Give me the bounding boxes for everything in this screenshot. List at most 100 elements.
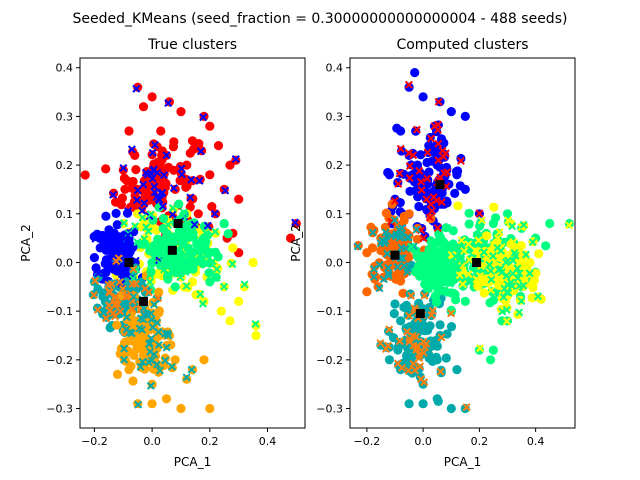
seed-marker <box>420 291 429 300</box>
seed-marker <box>425 213 434 222</box>
seed-marker <box>403 233 412 242</box>
centroid-marker <box>472 258 482 267</box>
seed-marker <box>507 281 516 291</box>
data-point <box>395 198 405 208</box>
seed-marker <box>519 220 528 229</box>
seed-marker <box>173 239 182 248</box>
seed-marker <box>404 366 413 375</box>
data-point <box>433 396 443 406</box>
seed-marker <box>390 216 399 225</box>
seed-marker <box>119 219 129 228</box>
seed-marker <box>120 355 129 364</box>
data-point <box>169 137 179 147</box>
data-point <box>383 168 394 178</box>
seed-marker <box>495 228 504 237</box>
seed-marker <box>212 273 221 282</box>
seed-marker <box>210 209 219 218</box>
data-point <box>414 201 424 212</box>
data-point <box>528 283 538 293</box>
seed-marker <box>493 234 503 243</box>
seed-marker <box>144 358 153 367</box>
seed-marker <box>179 208 188 217</box>
y-tick-label: −0.3 <box>46 403 73 416</box>
seed-marker <box>443 168 452 177</box>
seed-marker <box>144 288 153 297</box>
seed-marker <box>419 337 428 346</box>
seed-marker <box>486 266 495 275</box>
data-point <box>228 243 238 253</box>
seed-marker <box>146 210 155 219</box>
seed-marker <box>397 223 406 233</box>
seed-marker <box>393 359 402 368</box>
seed-marker <box>129 292 138 301</box>
data-point <box>182 374 192 384</box>
data-point <box>138 102 149 112</box>
data-point <box>111 208 121 218</box>
seed-marker <box>149 165 158 174</box>
y-axis-label: PCA_2 <box>289 224 303 261</box>
seed-marker <box>407 242 416 251</box>
data-point <box>482 231 492 241</box>
data-point <box>216 306 226 316</box>
x-axis-label: PCA_1 <box>174 455 211 469</box>
seed-marker <box>251 319 260 329</box>
seed-marker <box>447 309 456 318</box>
seed-marker <box>474 236 483 245</box>
data-point <box>388 333 399 343</box>
seed-marker <box>91 234 100 243</box>
seed-marker <box>139 304 149 313</box>
seed-marker <box>456 156 465 165</box>
seed-marker <box>127 145 136 154</box>
data-point <box>199 355 209 365</box>
data-point <box>416 150 426 160</box>
seed-marker <box>515 308 524 317</box>
seed-marker <box>409 151 418 160</box>
data-point <box>485 298 495 308</box>
seed-marker <box>437 333 446 342</box>
data-point <box>223 229 233 239</box>
seed-marker <box>396 144 405 153</box>
x-tick-label: −0.2 <box>354 435 381 448</box>
centroid-marker <box>435 180 445 190</box>
data-point <box>205 121 215 131</box>
seed-marker <box>112 257 121 266</box>
data-point <box>162 340 172 351</box>
seed-marker <box>404 264 413 273</box>
seed-marker <box>521 250 530 259</box>
seed-marker <box>134 400 143 409</box>
seed-marker <box>138 213 147 222</box>
seed-marker <box>140 310 149 319</box>
seed-marker <box>196 290 205 299</box>
data-point <box>446 322 457 332</box>
x-tick-label: 0.4 <box>527 435 545 448</box>
seed-marker <box>146 381 155 390</box>
data-point <box>101 164 111 174</box>
seed-marker <box>508 269 517 278</box>
seed-marker <box>154 236 163 245</box>
data-point <box>207 202 217 212</box>
y-axis-label: PCA_2 <box>19 224 33 261</box>
data-point <box>98 288 108 298</box>
data-point <box>91 263 101 273</box>
seed-marker <box>212 265 221 274</box>
seed-marker <box>460 247 469 256</box>
seed-marker <box>116 307 125 316</box>
seed-marker <box>383 249 392 258</box>
seed-marker <box>457 236 466 245</box>
data-point <box>92 303 103 313</box>
seed-marker <box>117 270 126 279</box>
seed-marker <box>426 134 436 143</box>
data-point <box>112 320 122 330</box>
x-tick-label: −0.2 <box>81 435 108 448</box>
seed-marker <box>168 210 177 219</box>
seed-marker <box>228 259 237 269</box>
seed-marker <box>132 84 141 93</box>
seed-marker <box>150 182 159 191</box>
seed-marker <box>105 306 114 315</box>
seed-marker <box>178 229 187 238</box>
seed-marker <box>115 278 124 287</box>
x-tick-label: 0.0 <box>414 435 432 448</box>
seed-marker <box>395 169 404 178</box>
seed-marker <box>122 313 131 322</box>
seed-marker <box>493 243 502 252</box>
